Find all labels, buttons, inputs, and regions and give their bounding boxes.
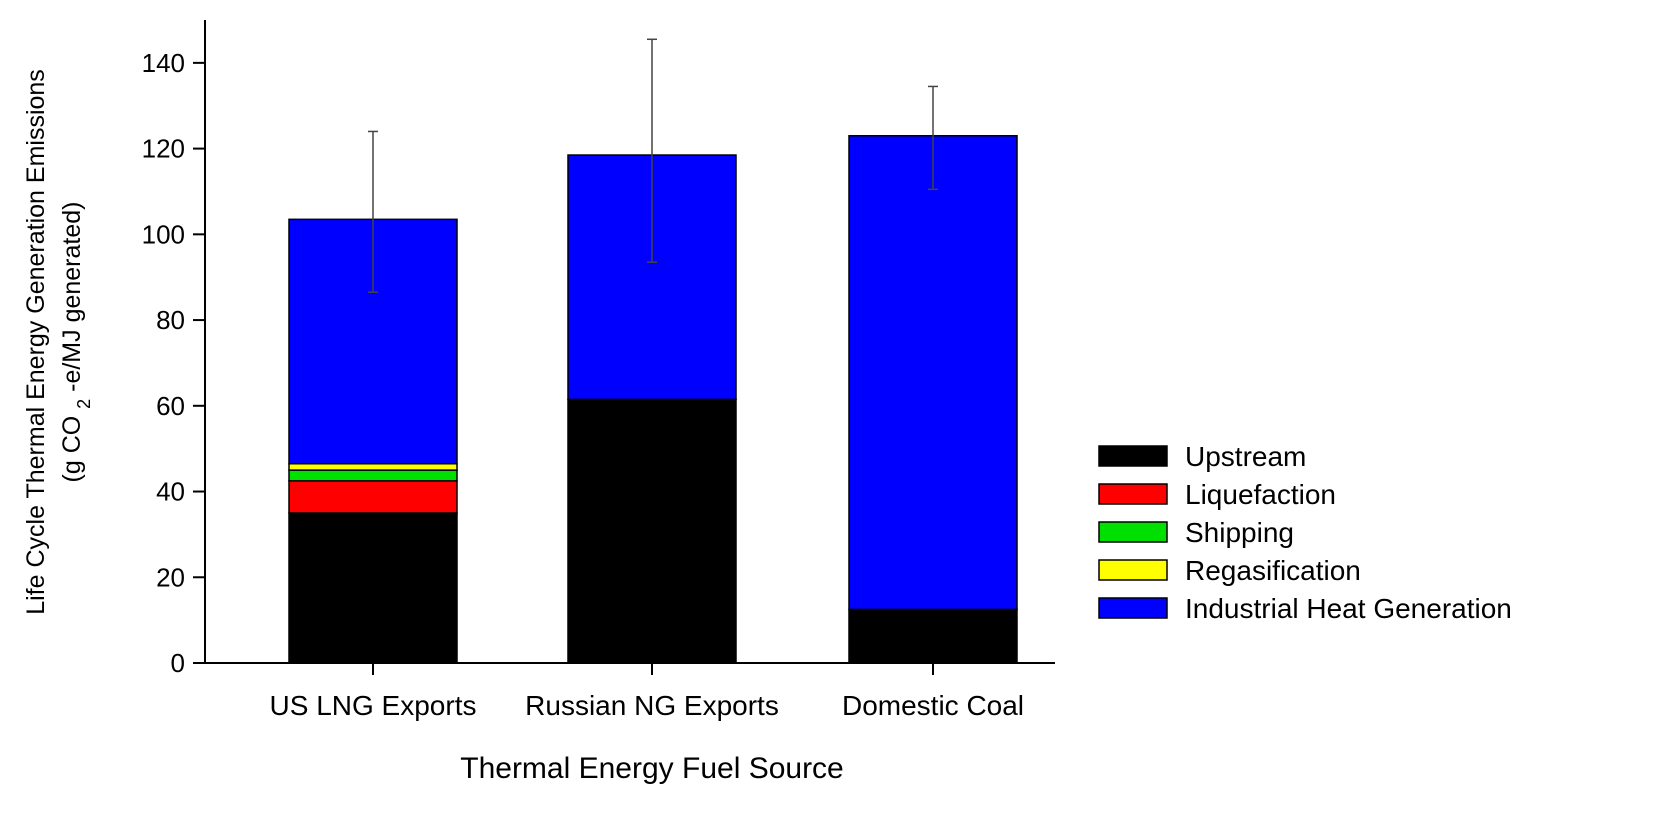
y-tick-label: 140 — [142, 48, 185, 78]
bar-segment-domestic-coal-upstream — [848, 608, 1018, 664]
y-tick-label: 0 — [171, 648, 185, 678]
error-bar-russian-ng-exports — [647, 38, 657, 263]
legend-item-upstream: Upstream — [1098, 441, 1306, 472]
y-tick-label: 20 — [156, 562, 185, 592]
error-bar-domestic-coal — [928, 85, 938, 191]
bar-segment-us-lng-exports-regasification — [288, 462, 458, 471]
bar-segment-domestic-coal-industrial-heat-generation — [848, 134, 1018, 611]
y-tick-label: 60 — [156, 391, 185, 421]
error-bar-us-lng-exports — [368, 130, 378, 293]
y-axis: 0 20 40 60 80 100 120 140 — [142, 20, 206, 678]
y-axis-unit-suffix: -e/MJ generated) — [58, 202, 86, 392]
y-axis-title-line1: Life Cycle Thermal Energy Generation Emi… — [22, 69, 50, 615]
legend-label: Industrial Heat Generation — [1185, 593, 1512, 624]
x-tick-label-us-lng-exports: US LNG Exports — [270, 690, 477, 721]
bar-segment-us-lng-exports-shipping — [288, 469, 458, 482]
y-tick-label: 40 — [156, 477, 185, 507]
y-axis-title: Life Cycle Thermal Energy Generation Emi… — [22, 69, 94, 615]
y-tick-label: 100 — [142, 219, 185, 249]
legend-swatch — [1098, 445, 1168, 467]
x-tick-label-russian-ng-exports: Russian NG Exports — [525, 690, 779, 721]
legend-item-liquefaction: Liquefaction — [1098, 479, 1336, 510]
legend-item-regasification: Regasification — [1098, 555, 1361, 586]
legend-swatch — [1098, 521, 1168, 543]
x-axis-title: Thermal Energy Fuel Source — [460, 752, 844, 785]
x-axis: US LNG Exports Russian NG Exports Domestic… — [205, 662, 1055, 721]
error-bars — [368, 38, 938, 293]
y-axis-unit-prefix: (g CO — [58, 416, 86, 483]
y-axis-title-line2: (g CO 2 -e/MJ generated) — [58, 202, 94, 483]
legend-item-shipping: Shipping — [1098, 517, 1294, 548]
y-tick-label: 120 — [142, 134, 185, 164]
legend-item-industrial-heat-generation: Industrial Heat Generation — [1098, 593, 1512, 624]
bar-segment-us-lng-exports-upstream — [288, 512, 458, 664]
bar-segment-us-lng-exports-liquefaction — [288, 480, 458, 514]
legend-label: Upstream — [1185, 441, 1306, 472]
legend-label: Shipping — [1185, 517, 1294, 548]
legend-swatch — [1098, 597, 1168, 619]
legend-label: Regasification — [1185, 555, 1361, 586]
y-axis-unit-subscript: 2 — [74, 399, 94, 409]
legend-label: Liquefaction — [1185, 479, 1336, 510]
y-tick-label: 80 — [156, 305, 185, 335]
plot-area — [288, 134, 1018, 664]
legend-swatch — [1098, 559, 1168, 581]
legend: Upstream Liquefaction Shipping Regasificati… — [1098, 441, 1512, 624]
legend-swatch — [1098, 483, 1168, 505]
x-tick-label-domestic-coal: Domestic Coal — [842, 690, 1024, 721]
bar-segment-russian-ng-exports-upstream — [567, 398, 737, 664]
